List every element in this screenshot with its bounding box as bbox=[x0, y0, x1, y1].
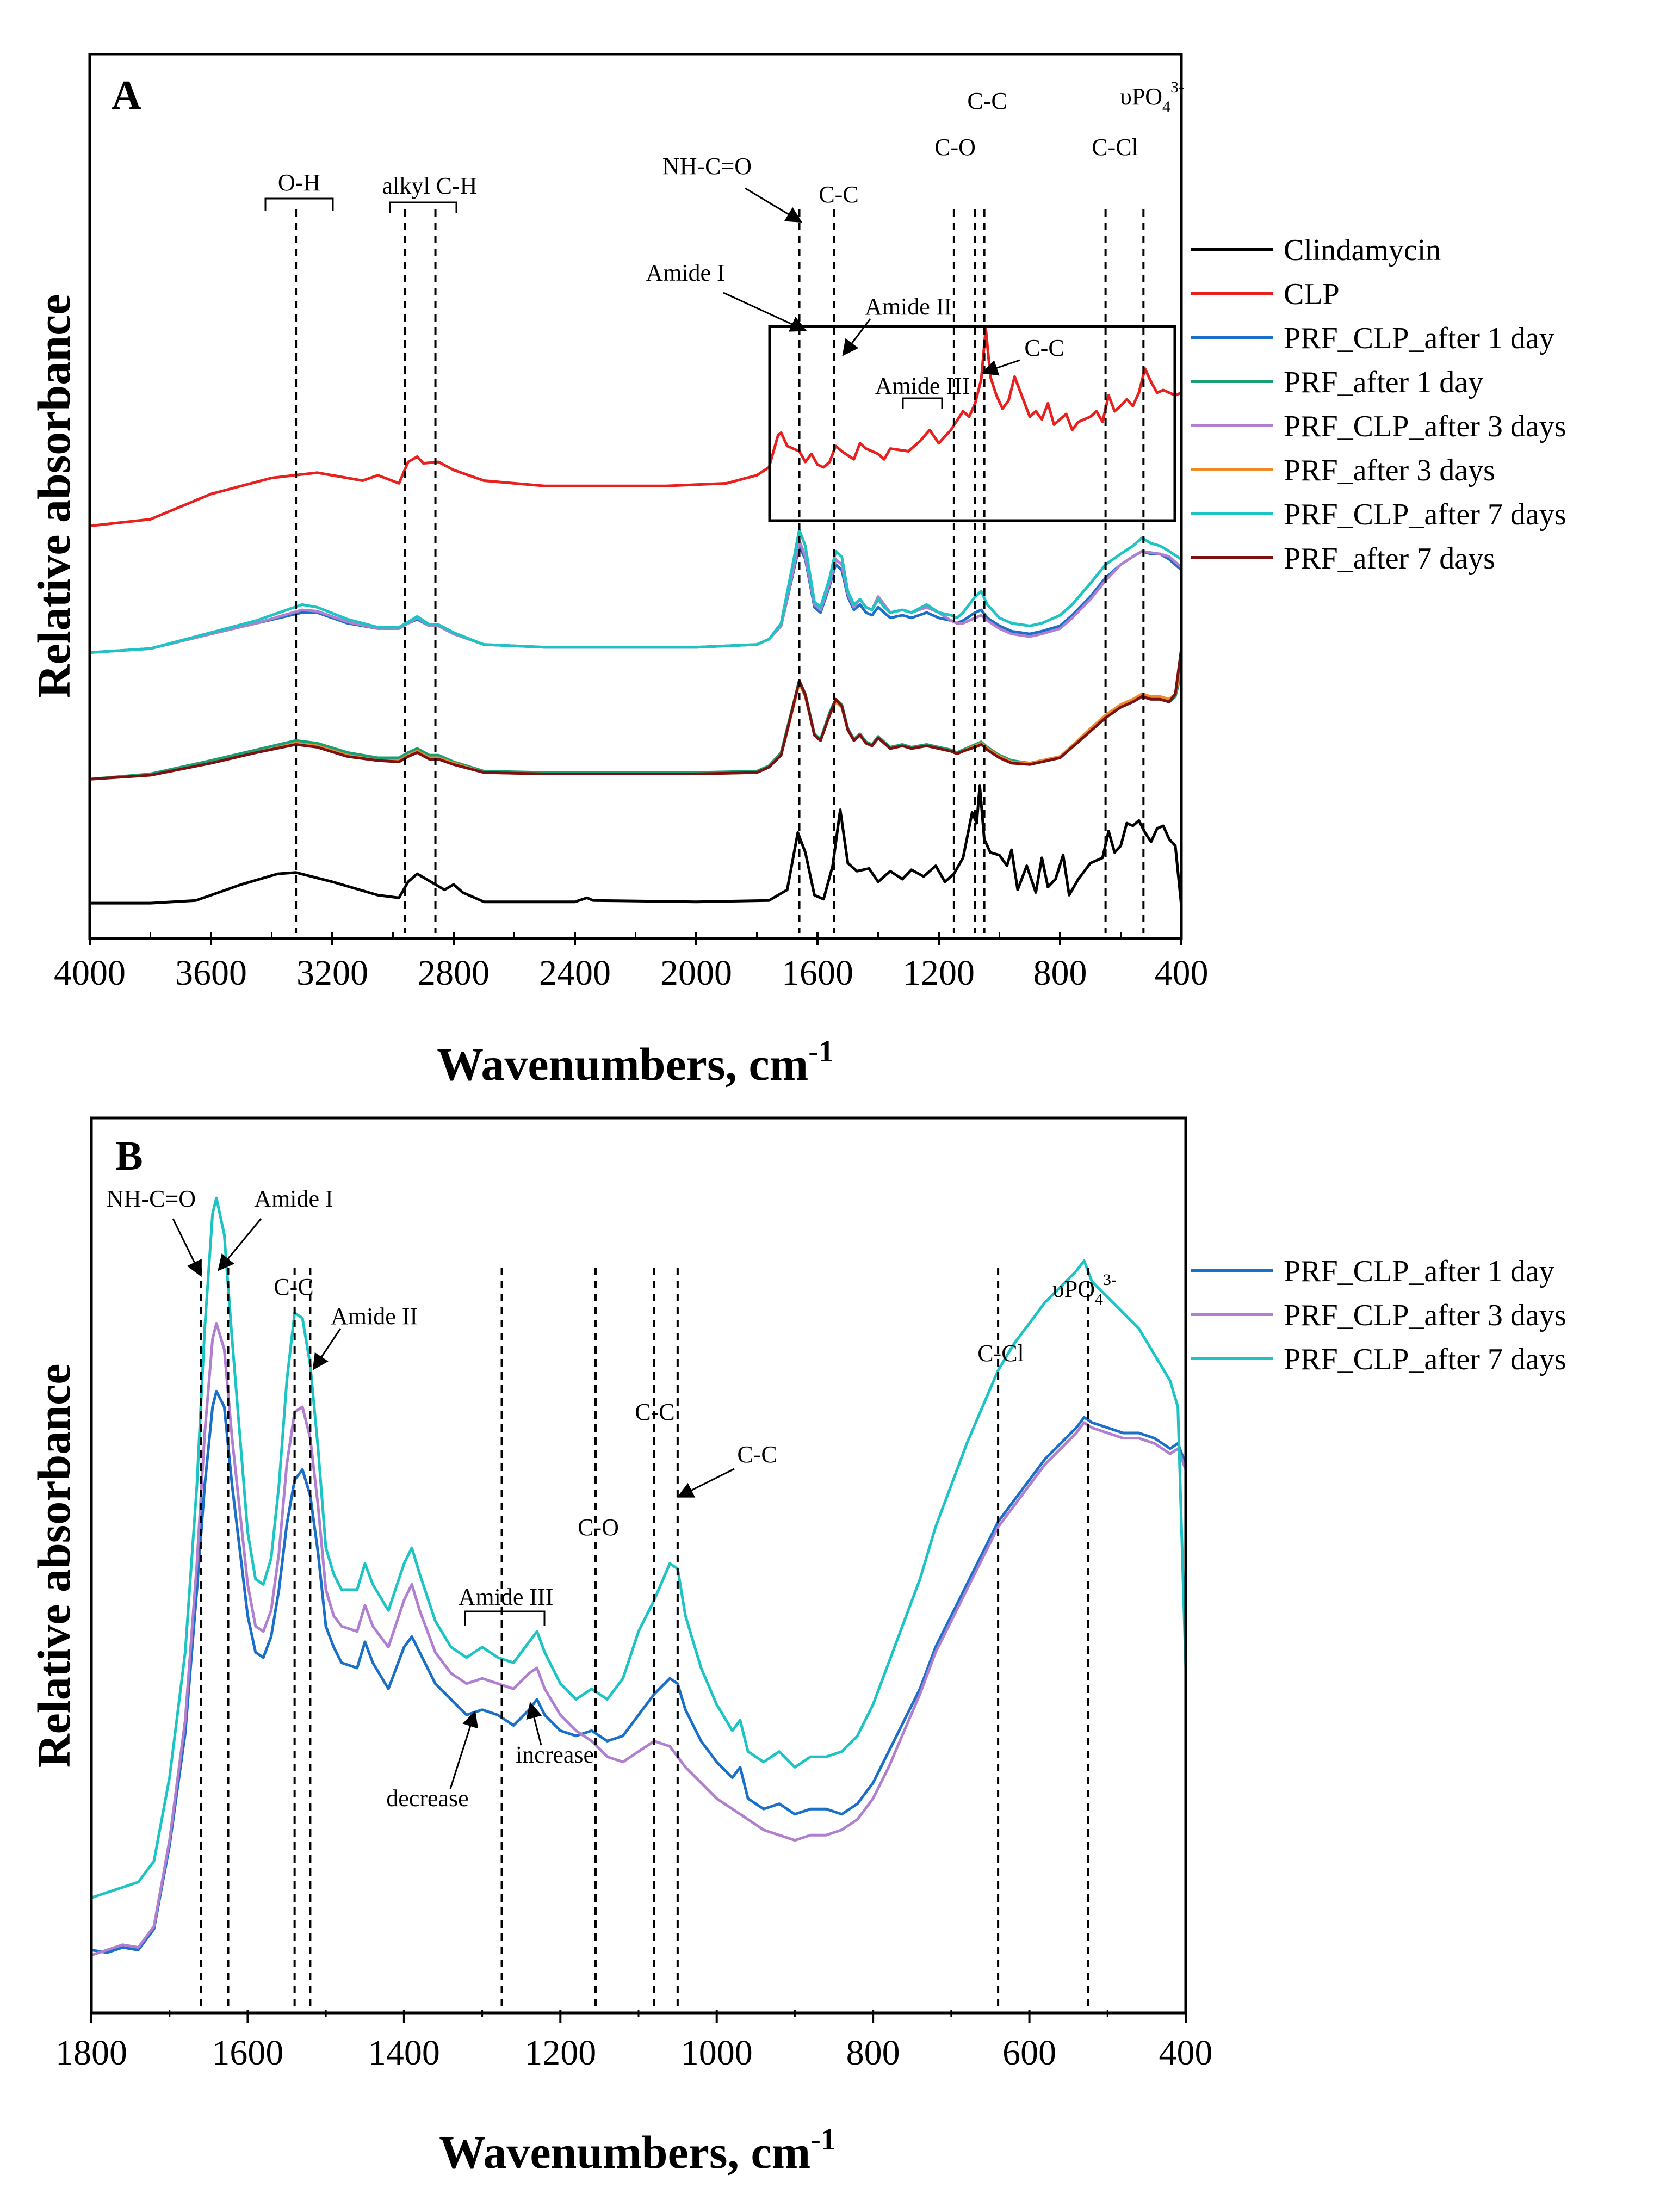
annotation-po4-b: υPO43- bbox=[1052, 1271, 1117, 1308]
panel-b: B 1800 1600 1400 1200 1000 800 600 400 Wavenumb… bbox=[28, 1116, 1566, 2178]
annotation-oh: O-H bbox=[278, 169, 320, 196]
series-line-5 bbox=[89, 539, 1182, 654]
arrow-amide-ii-a bbox=[842, 318, 871, 356]
legend-label-1: PRF_CLP_after 1 day bbox=[1284, 1255, 1554, 1288]
x-tick-label-5: 2400 bbox=[539, 953, 611, 993]
amide-iii-bracket-b bbox=[464, 1610, 546, 1626]
panel-b-label: B bbox=[115, 1133, 143, 1179]
annotation-amide-i-b: Amide I bbox=[254, 1185, 333, 1212]
series-line-6 bbox=[89, 665, 1183, 781]
x-tick-label-7: 1600 bbox=[782, 953, 853, 993]
oh-bracket bbox=[264, 197, 334, 211]
annotation-c-cl-b: C-Cl bbox=[977, 1340, 1024, 1367]
panel-a: A 4000 3600 3200 2800 2400 2000 1600 1200 800 400… bbox=[28, 53, 1566, 1090]
x-tick-label-4: 1200 bbox=[524, 2033, 596, 2073]
annotation-amide-iii-a: Amide III bbox=[875, 373, 970, 399]
legend-label-3: PRF_CLP_after 7 days bbox=[1284, 1343, 1566, 1376]
annotation-c-cl: C-Cl bbox=[1092, 134, 1138, 160]
annotation-c-c-1050-b: C-C bbox=[737, 1441, 777, 1468]
x-tick-label-4: 2800 bbox=[418, 953, 490, 993]
amide-iii-bracket-a bbox=[902, 397, 943, 409]
legend-label-6: PRF_after 3 days bbox=[1284, 454, 1495, 487]
x-tick-label-9: 800 bbox=[1033, 953, 1087, 993]
annotation-decrease: decrease bbox=[386, 1785, 468, 1812]
arrow-amide-ii-b bbox=[312, 1328, 342, 1370]
annotation-c-c-zoom: C-C bbox=[1024, 335, 1064, 361]
annotation-nh-c-o-b: NH-C=O bbox=[107, 1185, 196, 1212]
legend-label-7: PRF_CLP_after 7 days bbox=[1284, 498, 1566, 532]
annotation-po4: υPO43- bbox=[1120, 78, 1184, 116]
annotation-nh-c-o: NH-C=O bbox=[662, 153, 752, 180]
panel-a-legend: Clindamycin CLP PRF_CLP_after 1 day PRF_aft… bbox=[1191, 233, 1566, 576]
arrow-amide-i-b bbox=[218, 1218, 262, 1271]
annotation-alkyl-ch: alkyl C-H bbox=[382, 172, 478, 199]
legend-label-4: PRF_after 1 day bbox=[1284, 366, 1483, 399]
x-tick-label-6: 2000 bbox=[660, 953, 732, 993]
legend-label-8: PRF_after 7 days bbox=[1284, 542, 1495, 576]
panel-b-reference-lines bbox=[200, 1268, 1089, 2011]
annotation-c-c-1080-b: C-C bbox=[635, 1399, 674, 1425]
x-tick-label-8: 400 bbox=[1159, 2033, 1213, 2073]
x-tick-label-1: 4000 bbox=[54, 953, 126, 993]
arrow-amide-i-a bbox=[723, 292, 807, 332]
annotation-amide-ii-b: Amide II bbox=[331, 1303, 418, 1330]
panel-a-y-axis-label: Relative absorbance bbox=[28, 294, 80, 699]
series-line-1 bbox=[90, 784, 1183, 906]
panel-b-legend: PRF_CLP_after 1 day PRF_CLP_after 3 days P… bbox=[1191, 1255, 1566, 1376]
annotation-increase: increase bbox=[516, 1741, 594, 1768]
annotation-c-o: C-O bbox=[934, 134, 976, 160]
annotation-c-c-1540-b: C-C bbox=[274, 1274, 313, 1300]
legend-label-2: CLP bbox=[1284, 277, 1340, 311]
arrow-nh-c-o bbox=[745, 187, 803, 223]
legend-label-5: PRF_CLP_after 3 days bbox=[1284, 410, 1566, 443]
legend-label-3: PRF_CLP_after 1 day bbox=[1284, 322, 1554, 355]
arrow-c-c-1050-b bbox=[677, 1468, 735, 1498]
x-tick-label-10: 400 bbox=[1155, 953, 1209, 993]
annotation-c-o-b: C-O bbox=[578, 1514, 619, 1541]
panel-a-plot-frame bbox=[88, 53, 1183, 940]
panel-a-zoom-box bbox=[768, 325, 1176, 522]
panel-b-x-ticks: 1800 1600 1400 1200 1000 800 600 400 bbox=[55, 2010, 1213, 2073]
annotation-amide-ii-a: Amide II bbox=[865, 293, 952, 320]
x-tick-label-8: 1200 bbox=[903, 953, 975, 993]
x-tick-label-6: 800 bbox=[846, 2033, 900, 2073]
series-line-2 bbox=[91, 1321, 1187, 1957]
x-tick-label-3: 3200 bbox=[296, 953, 368, 993]
annotation-amide-i-a: Amide I bbox=[646, 259, 724, 286]
series-line-1 bbox=[91, 1389, 1187, 1954]
panel-a-reference-lines bbox=[295, 209, 1145, 933]
series-line-8 bbox=[89, 648, 1183, 781]
panel-a-x-ticks: 4000 3600 3200 2800 2400 2000 1600 1200 800 400 bbox=[54, 932, 1209, 993]
x-tick-label-5: 1000 bbox=[681, 2033, 753, 2073]
legend-label-2: PRF_CLP_after 3 days bbox=[1284, 1299, 1566, 1332]
panel-b-x-axis-label: Wavenumbers, cm-1 bbox=[439, 2123, 836, 2178]
x-tick-label-1: 1800 bbox=[55, 2033, 127, 2073]
annotation-amide-iii-b: Amide III bbox=[459, 1584, 554, 1610]
panel-b-plot-frame bbox=[90, 1116, 1187, 2015]
annotation-c-c-1545: C-C bbox=[819, 181, 858, 208]
panel-a-x-axis-label: Wavenumbers, cm-1 bbox=[437, 1035, 834, 1090]
x-tick-label-2: 3600 bbox=[175, 953, 247, 993]
legend-label-1: Clindamycin bbox=[1284, 233, 1441, 267]
arrow-decrease bbox=[449, 1710, 479, 1789]
series-line-2 bbox=[89, 327, 1182, 528]
panel-b-y-axis-label: Relative absorbance bbox=[28, 1364, 80, 1768]
x-tick-label-2: 1600 bbox=[212, 2033, 283, 2073]
panel-a-series bbox=[89, 327, 1183, 906]
arrow-nh-c-o-b bbox=[172, 1218, 202, 1277]
x-tick-label-7: 600 bbox=[1002, 2033, 1056, 2073]
alkyl-ch-bracket bbox=[389, 201, 457, 213]
series-line-3 bbox=[91, 1196, 1187, 1899]
panel-a-label: A bbox=[112, 72, 141, 118]
series-line-7 bbox=[89, 528, 1182, 654]
panel-b-series bbox=[91, 1196, 1187, 1957]
arrow-increase bbox=[526, 1702, 542, 1746]
arrow-c-c-zoom bbox=[981, 359, 1020, 376]
x-tick-label-3: 1400 bbox=[368, 2033, 440, 2073]
annotation-c-c-1050: C-C bbox=[967, 88, 1007, 114]
series-line-3 bbox=[89, 545, 1182, 654]
